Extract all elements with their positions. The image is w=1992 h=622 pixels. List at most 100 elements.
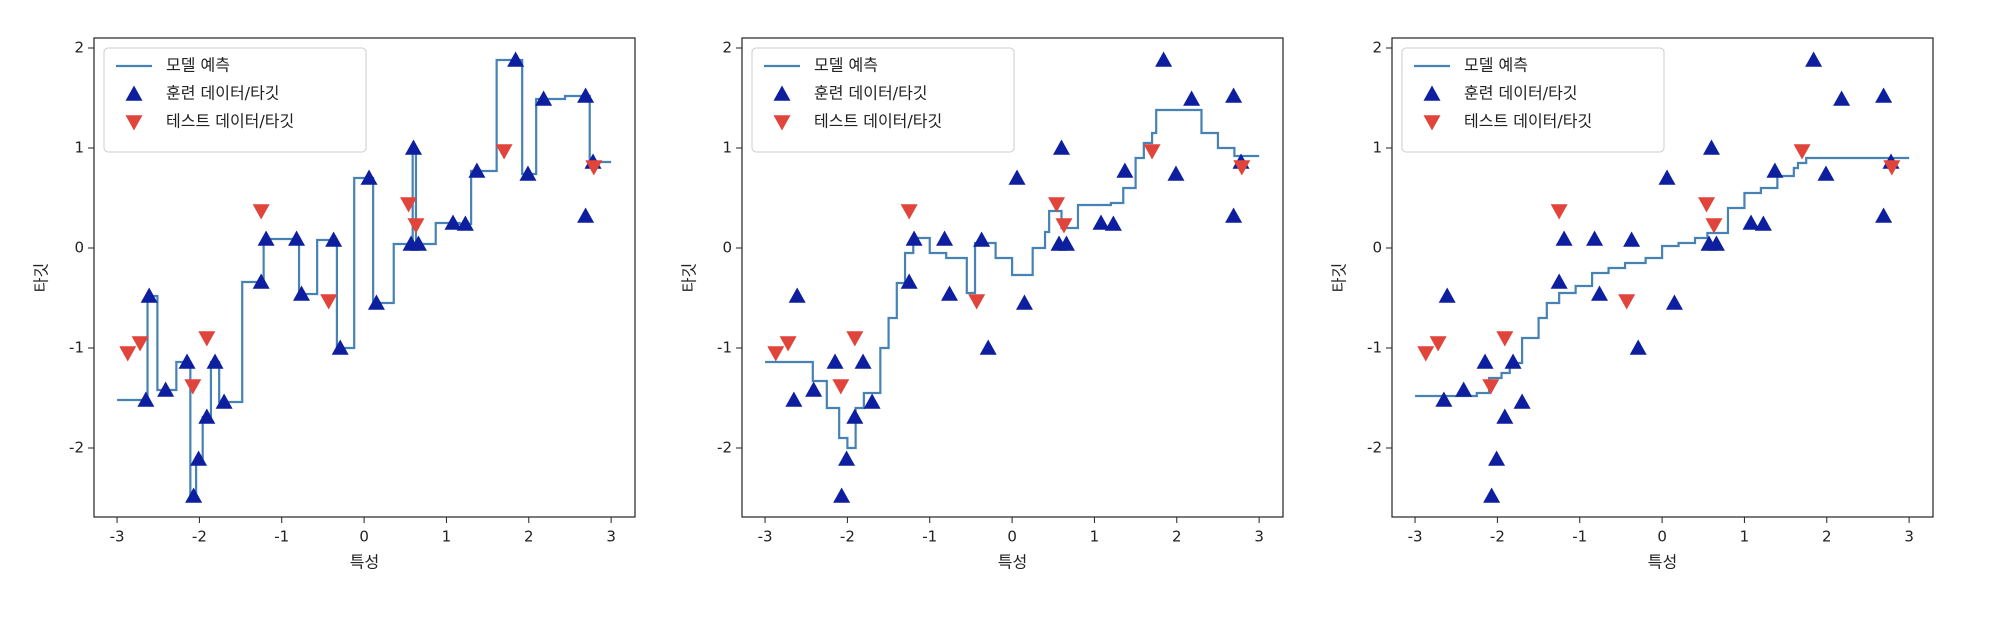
x-tick-label: 1 — [442, 528, 452, 546]
data-point — [1225, 87, 1243, 103]
data-point — [185, 487, 203, 503]
x-tick-label: 0 — [1657, 528, 1667, 546]
prediction-line — [1415, 156, 1910, 398]
data-point — [404, 139, 422, 155]
data-point — [1116, 162, 1134, 178]
data-point — [1048, 197, 1066, 213]
data-point — [519, 165, 537, 181]
data-point — [1438, 287, 1456, 303]
data-point — [973, 231, 991, 247]
x-tick-label: 3 — [1254, 528, 1264, 546]
data-point — [1104, 215, 1122, 231]
data-point — [1550, 204, 1568, 220]
x-tick-label: 3 — [1904, 528, 1914, 546]
y-tick-label: -1 — [717, 339, 732, 357]
data-point — [846, 331, 864, 347]
data-point — [767, 346, 785, 362]
x-tick-label: -1 — [1572, 528, 1587, 546]
x-tick-label: -3 — [110, 528, 125, 546]
data-point — [1225, 207, 1243, 223]
data-point — [1052, 139, 1070, 155]
data-point — [900, 273, 918, 289]
x-tick-label: 2 — [1172, 528, 1182, 546]
data-point — [1665, 294, 1683, 310]
data-point — [1143, 144, 1161, 160]
data-point — [331, 339, 349, 355]
data-point — [1055, 218, 1073, 234]
legend-label: 테스트 데이터/타깃 — [1464, 112, 1592, 131]
data-point — [826, 353, 844, 369]
data-point — [585, 160, 603, 176]
data-point — [941, 285, 959, 301]
data-point — [1833, 90, 1851, 106]
data-point — [360, 169, 378, 185]
data-point — [400, 197, 418, 213]
data-point — [1793, 144, 1811, 160]
data-point — [1754, 215, 1772, 231]
x-tick-label: -2 — [840, 528, 855, 546]
y-tick-label: -2 — [69, 439, 84, 457]
plot-area — [117, 51, 612, 503]
data-point — [1875, 87, 1893, 103]
data-point — [785, 391, 803, 407]
data-point — [905, 230, 923, 246]
data-point — [1550, 273, 1568, 289]
data-point — [1742, 214, 1760, 230]
data-point — [1496, 408, 1514, 424]
y-tick-label: 2 — [74, 39, 84, 57]
data-point — [1483, 487, 1501, 503]
data-point — [1167, 165, 1185, 181]
data-point — [215, 393, 233, 409]
data-point — [936, 230, 954, 246]
legend-marker — [773, 115, 791, 131]
data-point — [495, 144, 513, 160]
data-point — [1504, 353, 1522, 369]
data-point — [854, 353, 872, 369]
data-point — [779, 336, 797, 352]
x-axis-label: 특성 — [350, 553, 379, 572]
data-point — [1817, 165, 1835, 181]
data-point — [1705, 218, 1723, 234]
legend-label: 테스트 데이터/타깃 — [814, 112, 942, 131]
data-point — [1618, 294, 1636, 310]
data-point — [1496, 331, 1514, 347]
data-point — [968, 294, 986, 310]
data-point — [1429, 336, 1447, 352]
data-point — [1057, 235, 1075, 251]
y-axis-label: 타깃 — [1330, 263, 1349, 292]
y-tick-label: 0 — [722, 239, 732, 257]
x-tick-label: -3 — [758, 528, 773, 546]
y-tick-label: 1 — [722, 139, 732, 157]
data-point — [257, 230, 275, 246]
data-point — [1623, 231, 1641, 247]
prediction-line — [765, 108, 1260, 450]
data-point — [407, 218, 425, 234]
data-point — [131, 336, 149, 352]
plot-area — [765, 51, 1260, 503]
y-tick-label: 1 — [1372, 139, 1382, 157]
x-tick-label: 2 — [524, 528, 534, 546]
data-point — [119, 346, 137, 362]
legend-label: 모델 예측 — [166, 56, 230, 75]
data-point — [1555, 230, 1573, 246]
data-point — [320, 294, 338, 310]
legend-label: 훈련 데이터/타깃 — [166, 84, 280, 103]
data-point — [178, 353, 196, 369]
data-point — [1092, 214, 1110, 230]
data-point — [1766, 162, 1784, 178]
x-tick-label: 2 — [1822, 528, 1832, 546]
legend-label: 모델 예측 — [814, 56, 878, 75]
x-tick-label: -3 — [1408, 528, 1423, 546]
data-point — [198, 408, 216, 424]
data-point — [1435, 391, 1453, 407]
x-tick-label: 1 — [1090, 528, 1100, 546]
legend-label: 모델 예측 — [1464, 56, 1528, 75]
y-tick-label: 0 — [74, 239, 84, 257]
data-point — [252, 204, 270, 220]
